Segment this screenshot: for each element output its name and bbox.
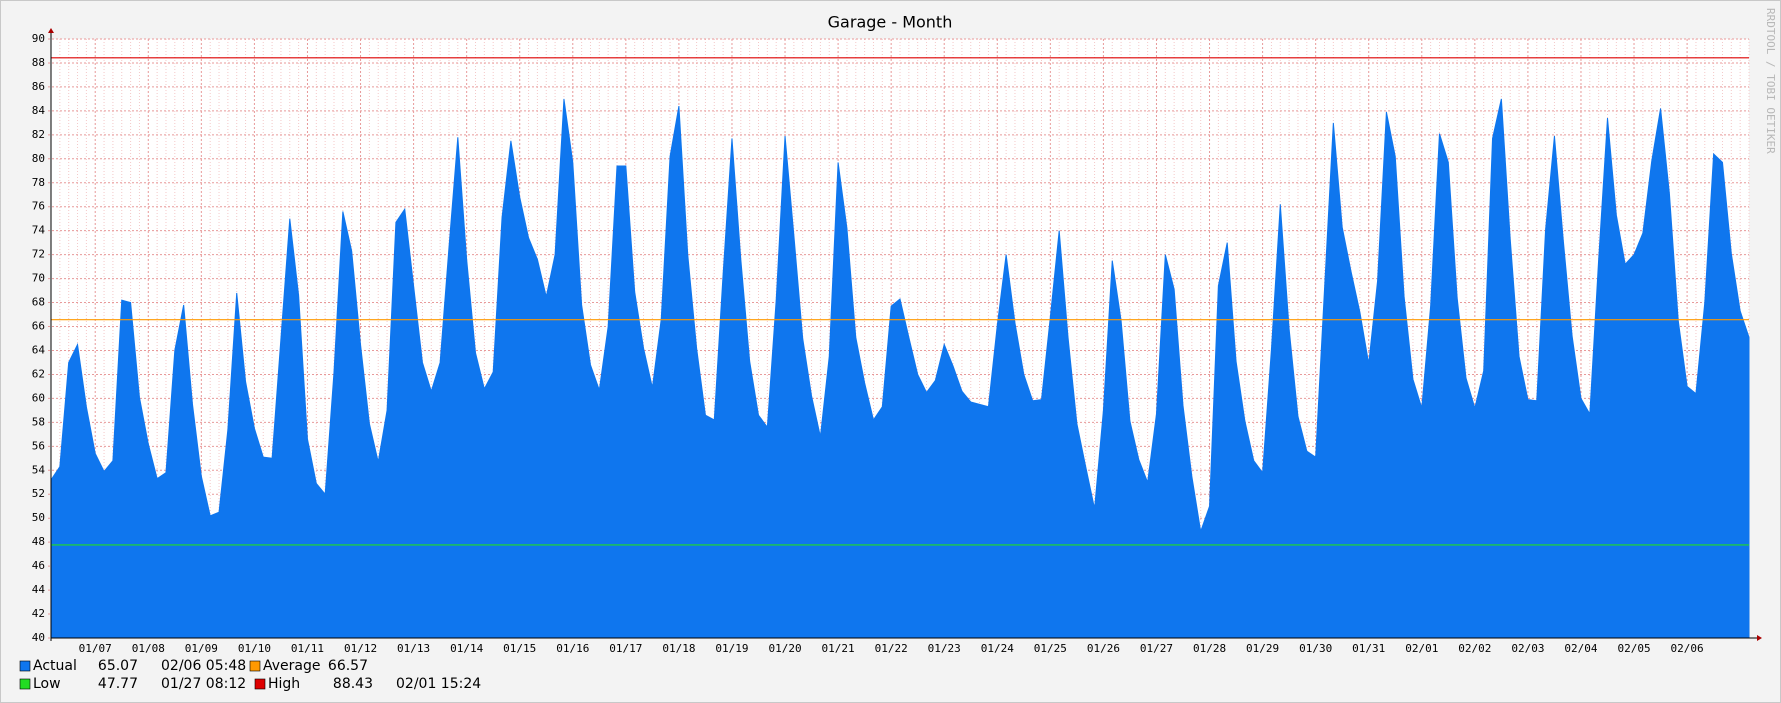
- y-tick-label: 40: [32, 631, 45, 644]
- legend-label: High: [268, 676, 300, 692]
- legend-label: Low: [33, 676, 61, 692]
- x-tick-label: 02/06: [1671, 642, 1704, 655]
- legend-swatch: [254, 678, 266, 690]
- x-tick-label: 02/03: [1511, 642, 1544, 655]
- x-tick-label: 02/01: [1405, 642, 1438, 655]
- legend-value: 47.77: [98, 676, 138, 692]
- x-tick-label: 02/02: [1458, 642, 1491, 655]
- chart-title: Garage - Month: [828, 13, 953, 32]
- y-tick-label: 90: [32, 32, 45, 45]
- y-tick-label: 42: [32, 607, 45, 620]
- x-tick-label: 01/21: [822, 642, 855, 655]
- y-tick-label: 48: [32, 535, 45, 548]
- x-tick-label: 01/27: [1140, 642, 1173, 655]
- y-tick-label: 80: [32, 152, 45, 165]
- y-tick-label: 86: [32, 80, 45, 93]
- legend-value: 88.43: [333, 676, 373, 692]
- x-tick-label: 01/08: [132, 642, 165, 655]
- x-tick-label: 01/29: [1246, 642, 1279, 655]
- x-tick-label: 01/13: [397, 642, 430, 655]
- y-tick-label: 84: [32, 104, 46, 117]
- legend-time: 02/06 05:48: [161, 658, 246, 674]
- y-tick-label: 78: [32, 176, 45, 189]
- x-tick-label: 01/30: [1299, 642, 1332, 655]
- y-tick-label: 44: [32, 583, 46, 596]
- y-tick-label: 56: [32, 439, 45, 452]
- x-tick-label: 01/28: [1193, 642, 1226, 655]
- legend-swatch: [249, 660, 261, 672]
- x-tick-label: 01/23: [928, 642, 961, 655]
- legend-label: Actual: [33, 658, 77, 674]
- x-tick-label: 01/17: [609, 642, 642, 655]
- watermark: RRDTOOL / TOBI OETIKER: [1764, 8, 1777, 154]
- legend-value: 66.57: [328, 658, 368, 674]
- y-tick-label: 54: [32, 463, 46, 476]
- x-tick-label: 01/12: [344, 642, 377, 655]
- y-tick-label: 76: [32, 200, 45, 213]
- area: [50, 98, 1750, 639]
- x-tick-label: 01/19: [715, 642, 748, 655]
- y-tick-label: 68: [32, 296, 45, 309]
- legend-time: 01/27 08:12: [161, 676, 246, 692]
- y-tick-label: 72: [32, 248, 45, 261]
- x-tick-label: 01/22: [875, 642, 908, 655]
- legend-swatch: [19, 678, 31, 690]
- legend-label: Average: [263, 658, 321, 674]
- x-tick-label: 01/09: [185, 642, 218, 655]
- y-tick-label: 50: [32, 511, 45, 524]
- axis-arrow: [48, 28, 54, 33]
- y-tick-label: 70: [32, 272, 45, 285]
- x-tick-label: 01/14: [450, 642, 483, 655]
- x-tick-label: 01/20: [768, 642, 801, 655]
- y-tick-label: 66: [32, 320, 45, 333]
- x-tick-label: 01/26: [1087, 642, 1120, 655]
- x-tick-label: 01/07: [79, 642, 112, 655]
- x-tick-label: 01/10: [238, 642, 271, 655]
- legend-time: 02/01 15:24: [396, 676, 481, 692]
- y-tick-label: 64: [32, 343, 46, 356]
- y-tick-label: 58: [32, 415, 45, 428]
- legend-swatch: [19, 660, 31, 672]
- y-tick-label: 62: [32, 367, 45, 380]
- x-tick-label: 01/25: [1034, 642, 1067, 655]
- y-tick-label: 82: [32, 128, 45, 141]
- x-tick-label: 02/05: [1617, 642, 1650, 655]
- legend-value: 65.07: [98, 658, 138, 674]
- y-tick-label: 52: [32, 487, 45, 500]
- x-tick-label: 01/11: [291, 642, 324, 655]
- x-tick-label: 02/04: [1564, 642, 1597, 655]
- x-tick-label: 01/15: [503, 642, 536, 655]
- y-tick-label: 74: [32, 224, 46, 237]
- y-tick-label: 60: [32, 391, 45, 404]
- x-tick-label: 01/24: [981, 642, 1014, 655]
- x-tick-label: 01/31: [1352, 642, 1385, 655]
- x-tick-label: 01/16: [556, 642, 589, 655]
- y-tick-label: 88: [32, 56, 45, 69]
- y-tick-label: 46: [32, 559, 45, 572]
- axis-arrow: [1757, 635, 1762, 641]
- x-tick-label: 01/18: [662, 642, 695, 655]
